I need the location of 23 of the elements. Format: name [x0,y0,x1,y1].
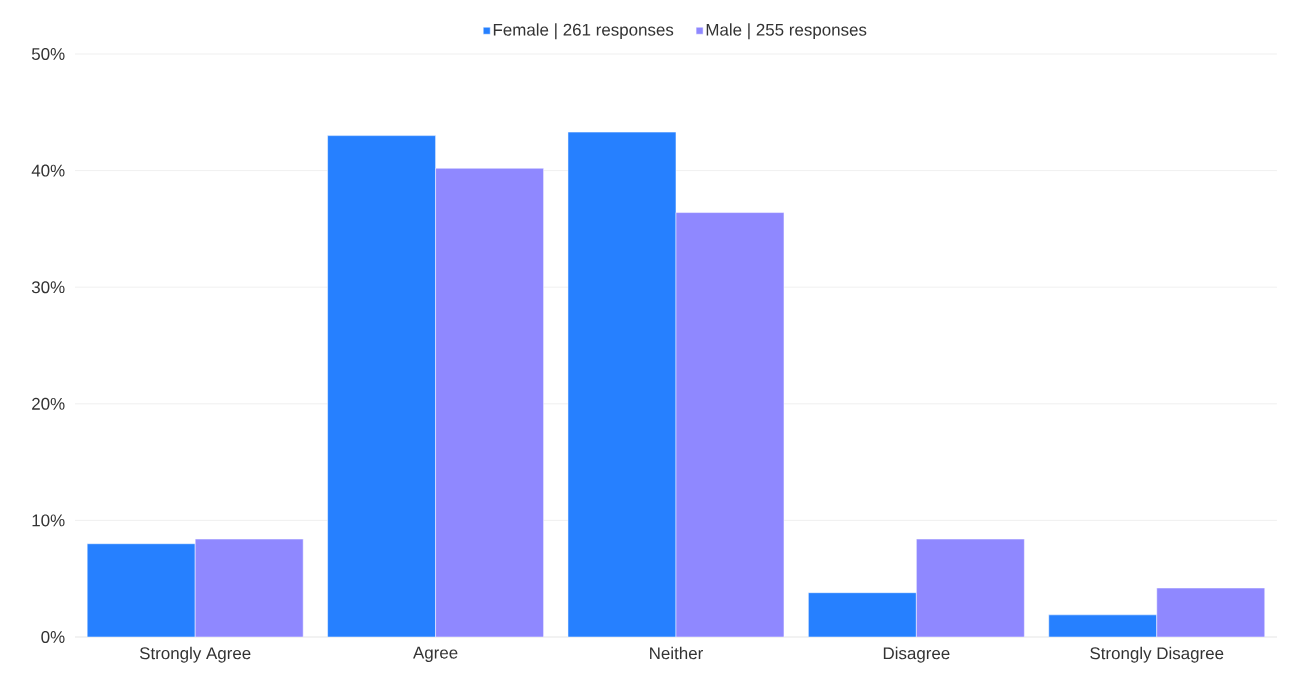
legend-label: Male | 255 responses [706,23,867,40]
y-tick-label: 40% [31,164,65,177]
bar [87,543,196,637]
y-tick-label: 0% [41,631,65,643]
bar [327,135,436,637]
y-tick-label: 10% [32,514,65,527]
bar [675,212,784,637]
legend-label: Female | 261 responses [493,23,674,40]
y-tick-label: 20% [32,397,65,410]
x-tick-label: Neither [650,646,703,660]
y-tick-label: 50% [31,48,65,60]
bar [195,539,304,637]
bar [1048,614,1157,637]
y-tick-label: 30% [31,281,65,294]
bar [916,539,1025,637]
bar [567,132,676,637]
x-tick-label: Disagree [883,646,950,663]
x-tick-label: Strongly Agree [139,646,251,663]
bar [808,592,917,637]
x-tick-label: Strongly Disagree [1090,646,1224,663]
bar [1156,587,1265,637]
bar [435,168,544,637]
x-tick-label: Agree [413,646,458,663]
